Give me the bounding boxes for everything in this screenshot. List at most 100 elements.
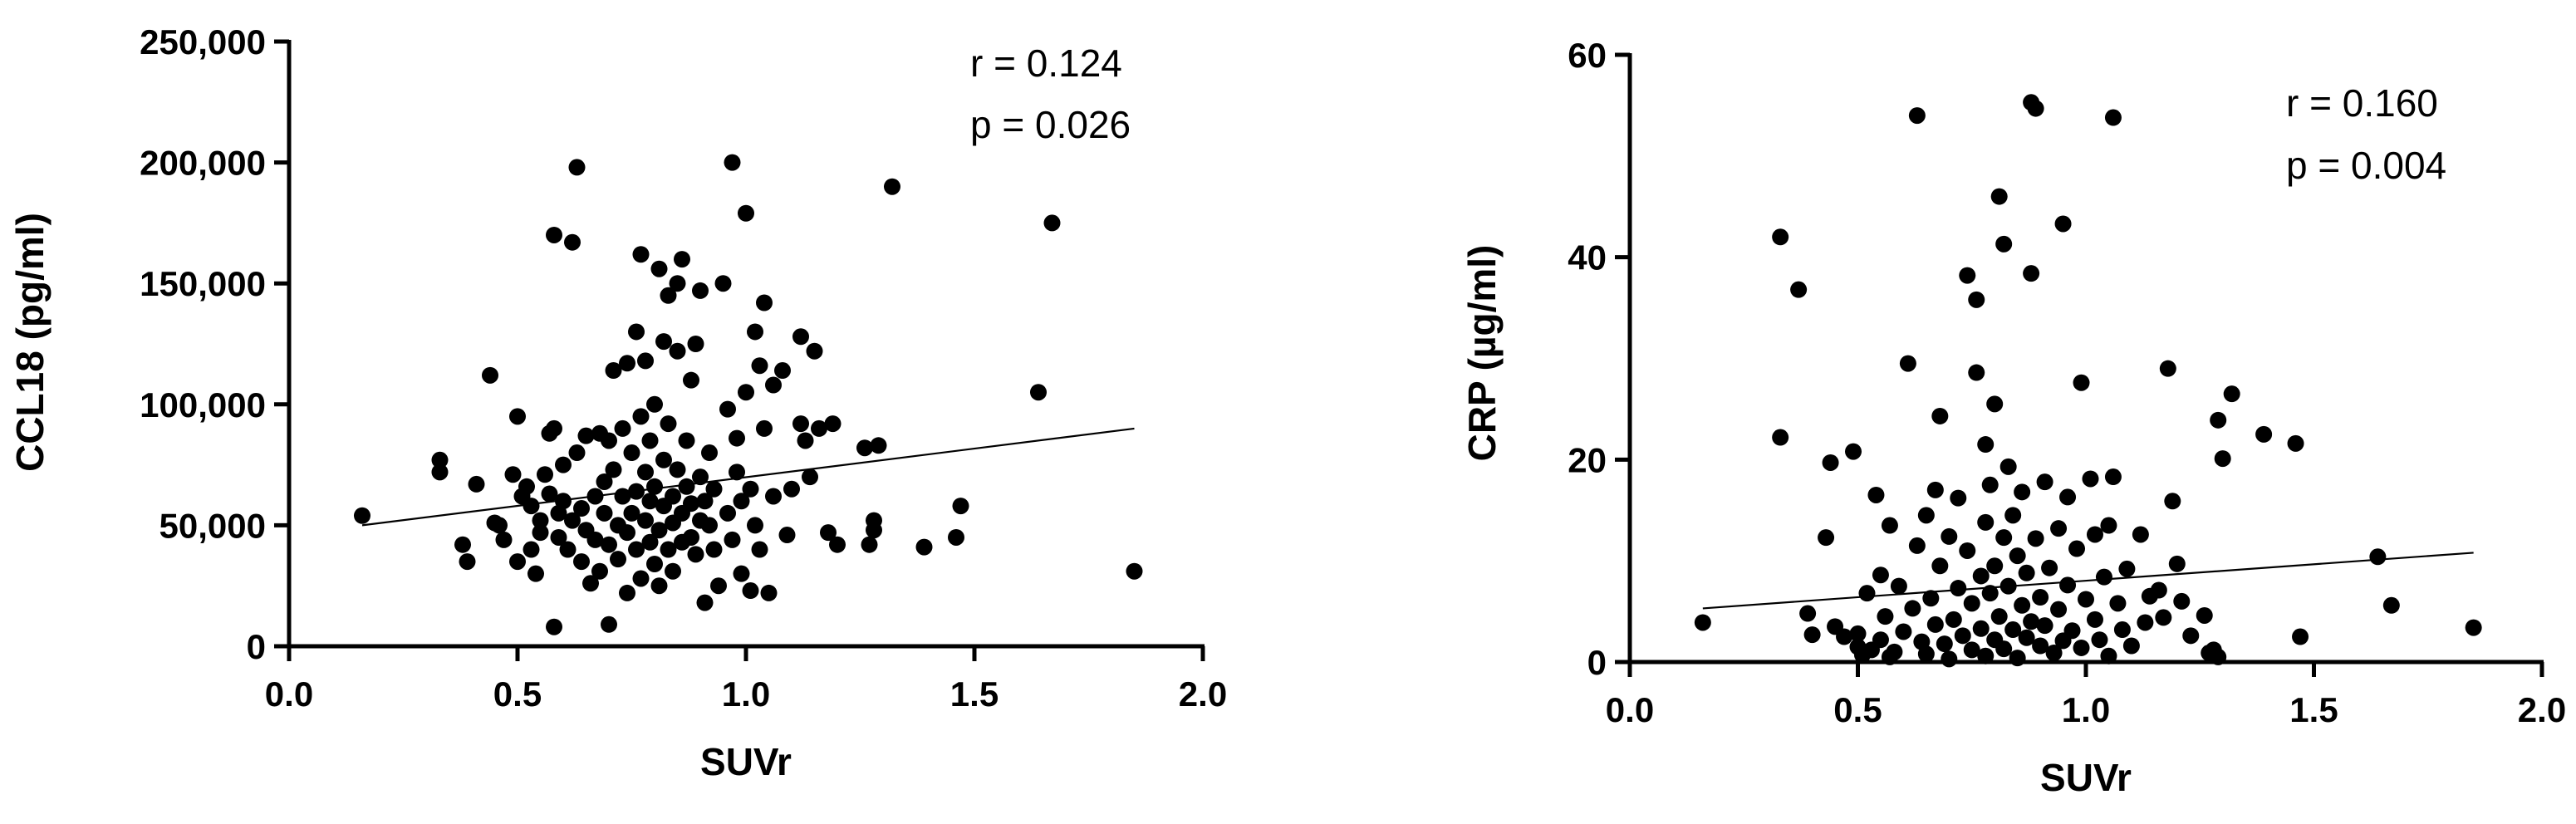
data-point	[509, 553, 526, 571]
data-point	[1995, 529, 2013, 547]
data-point	[714, 275, 732, 292]
data-point	[792, 328, 809, 346]
data-point	[2132, 526, 2149, 543]
data-point	[628, 541, 645, 558]
data-point	[518, 478, 535, 495]
data-point	[596, 504, 613, 522]
data-point	[614, 419, 631, 437]
data-point	[1818, 529, 1835, 547]
data-point	[1890, 577, 1907, 595]
data-point	[824, 415, 841, 433]
data-point	[546, 618, 562, 635]
data-point	[2168, 555, 2186, 572]
data-point	[2122, 637, 2140, 655]
data-point	[2036, 473, 2053, 491]
data-point	[431, 451, 449, 468]
data-point	[1895, 623, 1912, 640]
data-point	[747, 517, 763, 534]
x-tick-label: 1.5	[2289, 690, 2338, 729]
data-point	[1926, 616, 1944, 633]
data-point	[454, 536, 471, 553]
data-point	[586, 488, 604, 505]
data-point	[1977, 647, 1995, 665]
data-point	[2045, 645, 2063, 662]
data-point	[948, 528, 964, 546]
x-tick-label: 1.5	[950, 674, 999, 714]
data-point	[1881, 517, 1898, 534]
data-point	[729, 429, 745, 447]
data-point	[2041, 559, 2058, 576]
data-point	[2068, 540, 2086, 557]
data-point	[577, 427, 595, 444]
data-point	[1954, 627, 1971, 645]
data-point	[683, 371, 699, 389]
data-point	[523, 498, 540, 515]
data-point	[459, 553, 476, 571]
data-point	[1981, 585, 1999, 602]
data-point	[738, 384, 754, 401]
data-point	[811, 419, 827, 437]
data-point	[550, 528, 567, 546]
data-point	[747, 323, 763, 341]
data-point	[1926, 481, 1944, 498]
data-point	[1995, 235, 2013, 253]
data-point	[1917, 507, 1935, 524]
data-point	[733, 565, 750, 582]
data-point	[568, 159, 586, 176]
data-point	[2287, 434, 2304, 452]
data-point	[866, 522, 882, 539]
data-point	[2059, 576, 2077, 594]
data-point	[546, 226, 562, 243]
data-point	[1990, 188, 2008, 205]
data-point	[2150, 581, 2167, 599]
data-point	[2050, 520, 2068, 537]
data-point	[646, 395, 663, 413]
data-point	[952, 498, 969, 515]
data-point	[2027, 100, 2044, 117]
data-point	[2159, 360, 2176, 377]
data-point	[733, 493, 750, 510]
data-point	[2063, 622, 2081, 640]
data-point	[665, 562, 681, 580]
data-point	[1936, 635, 1953, 653]
data-point	[696, 493, 714, 510]
data-point	[2137, 614, 2154, 631]
data-point	[2073, 374, 2090, 391]
data-point	[573, 553, 590, 571]
data-point	[678, 432, 695, 449]
data-point	[1803, 626, 1821, 644]
data-point	[1922, 590, 1940, 607]
data-point	[738, 204, 754, 222]
data-point	[2059, 488, 2077, 506]
data-point	[523, 541, 540, 558]
data-point	[2104, 109, 2122, 126]
data-point	[1972, 567, 1990, 585]
data-point	[1990, 608, 2008, 625]
data-point	[2214, 450, 2231, 468]
data-point	[2086, 526, 2103, 543]
y-tick-label: 50,000	[159, 506, 266, 545]
data-point	[861, 536, 878, 553]
data-point	[1872, 631, 1889, 649]
data-point	[1977, 513, 1995, 531]
data-point	[532, 512, 549, 529]
data-point	[555, 456, 572, 473]
data-point	[601, 616, 617, 633]
data-point	[582, 575, 599, 592]
data-point	[1872, 566, 1889, 584]
correlation-r-label: r = 0.160	[2286, 81, 2438, 125]
data-point	[628, 483, 645, 500]
data-point	[2009, 547, 2026, 565]
data-point	[619, 584, 635, 601]
data-point	[678, 478, 695, 495]
data-point	[623, 444, 640, 462]
data-point	[2100, 517, 2117, 534]
x-tick-label: 1.0	[2062, 690, 2110, 729]
data-point	[1963, 595, 1980, 612]
data-point	[724, 154, 741, 171]
data-point	[2095, 568, 2112, 586]
data-point	[646, 478, 663, 495]
data-point	[2255, 425, 2273, 443]
data-point	[650, 260, 668, 277]
x-tick-label: 1.0	[722, 674, 770, 714]
